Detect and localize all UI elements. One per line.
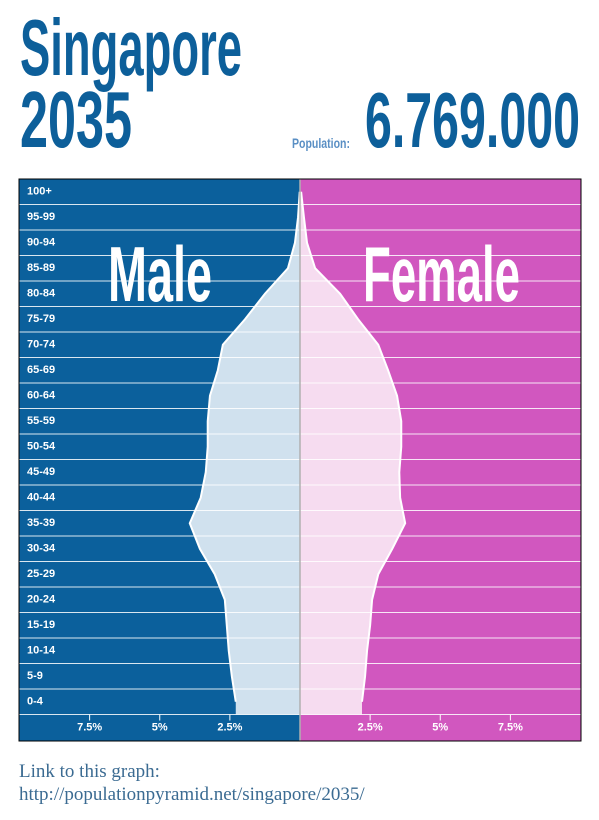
population-value: 6.769.000: [365, 76, 580, 164]
title: Singapore: [20, 3, 242, 92]
x-tick-label: 7.5%: [498, 721, 523, 733]
age-label: 15-19: [27, 619, 55, 631]
outline: [300, 191, 407, 702]
age-label: 25-29: [27, 568, 55, 580]
chart: 0-4 5-9 10-14 15-19 20-24 25-29 30-34 35-39 40-4…: [18, 178, 582, 742]
age-label: 40-44: [27, 492, 56, 504]
age-label: 35-39: [27, 517, 55, 529]
age-label: 60-64: [27, 390, 56, 402]
x-tick-label: 2.5%: [358, 721, 383, 733]
age-label: 100+: [27, 186, 52, 198]
age-label: 20-24: [27, 594, 56, 606]
age-label: 0-4: [27, 696, 44, 708]
age-label: 55-59: [27, 415, 55, 427]
chart-border: [18, 178, 582, 742]
outline: [188, 191, 301, 702]
legend-label: Male: [108, 230, 212, 318]
x-tick-label: 5%: [432, 721, 448, 733]
age-label: 90-94: [27, 237, 56, 249]
link-url: http://populationpyramid.net/singapore/2…: [19, 784, 365, 805]
age-label: 95-99: [27, 211, 55, 223]
population-label: Population:: [292, 135, 350, 151]
age-label: 65-69: [27, 364, 55, 376]
x-tick-label: 7.5%: [77, 721, 102, 733]
age-label: 5-9: [27, 670, 43, 682]
age-label: 45-49: [27, 466, 55, 478]
age-label: 80-84: [27, 288, 56, 300]
age-label: 10-14: [27, 645, 56, 657]
x-tick-label: 2.5%: [217, 721, 242, 733]
subtitle: 2035: [20, 75, 132, 164]
area-fill: [300, 179, 406, 715]
age-label: 70-74: [27, 339, 56, 351]
age-label: 30-34: [27, 543, 56, 555]
x-tick-label: 5%: [152, 721, 168, 733]
age-label: 85-89: [27, 262, 55, 274]
age-label: 75-79: [27, 313, 55, 325]
link-label: Link to this graph:: [19, 761, 160, 782]
legend-label: Female: [363, 230, 520, 318]
age-label: 50-54: [27, 441, 56, 453]
